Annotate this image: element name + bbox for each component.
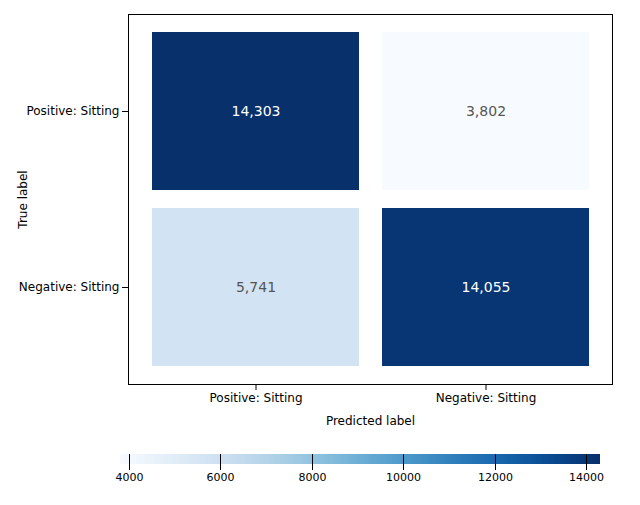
svg-text:10000: 10000: [386, 471, 421, 484]
svg-text:Positive: Sitting: Positive: Sitting: [209, 391, 302, 405]
svg-text:6000: 6000: [207, 471, 235, 484]
svg-text:3,802: 3,802: [466, 103, 506, 119]
svg-text:5,741: 5,741: [236, 279, 276, 295]
svg-text:4000: 4000: [116, 471, 144, 484]
svg-text:12000: 12000: [478, 471, 513, 484]
svg-text:8000: 8000: [299, 471, 327, 484]
svg-text:14,303: 14,303: [232, 103, 281, 119]
svg-text:Negative: Sitting: Negative: Sitting: [436, 391, 537, 405]
svg-text:14,055: 14,055: [462, 279, 511, 295]
svg-text:Negative: Sitting: Negative: Sitting: [19, 280, 120, 294]
svg-text:True label: True label: [16, 170, 30, 229]
svg-text:Predicted label: Predicted label: [326, 414, 415, 428]
svg-text:Positive: Sitting: Positive: Sitting: [26, 104, 119, 118]
svg-text:14000: 14000: [569, 471, 604, 484]
